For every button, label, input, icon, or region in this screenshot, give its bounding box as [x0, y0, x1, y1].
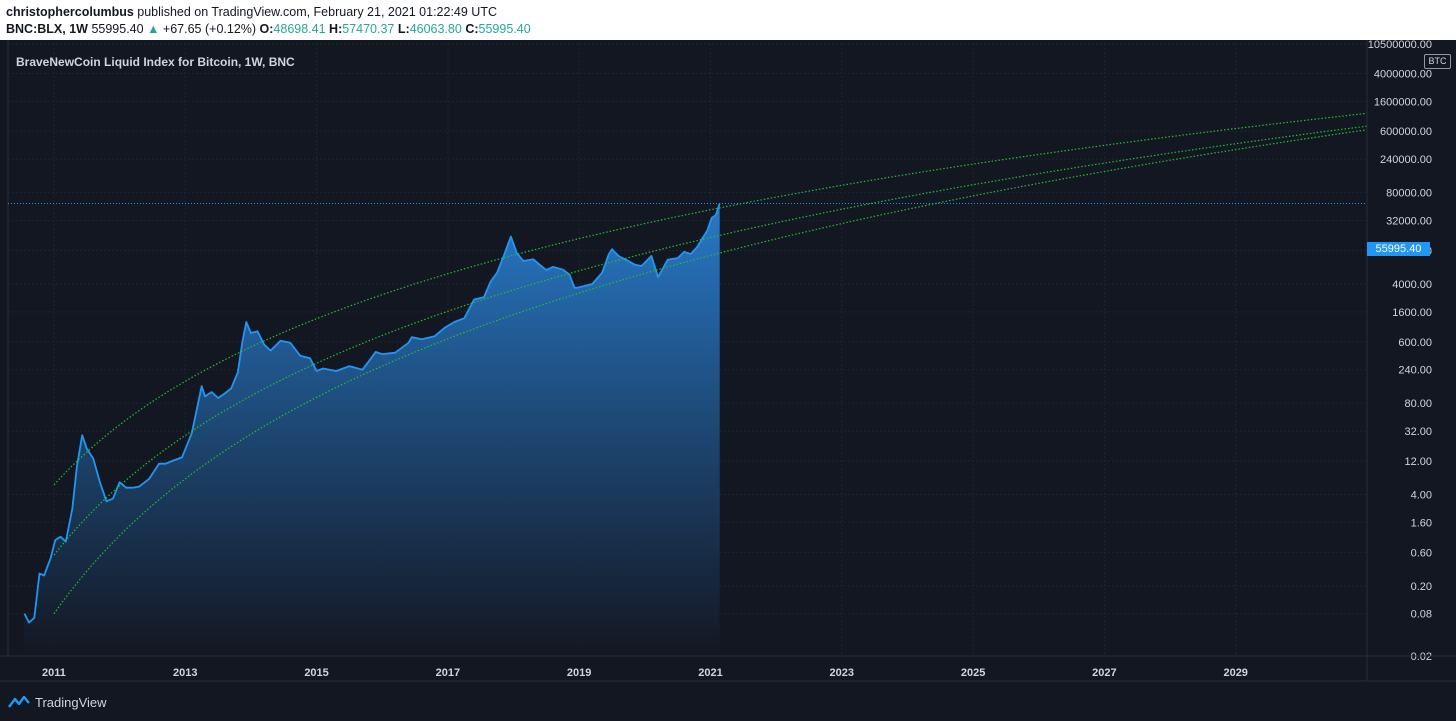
y-tick-label: 0.08	[1411, 609, 1432, 621]
y-tick-label: 0.60	[1411, 547, 1432, 559]
published-text: published on TradingView.com, February 2…	[137, 5, 497, 19]
y-tick-label: 10500000.00	[1368, 40, 1432, 51]
x-tick-label: 2027	[1092, 667, 1116, 679]
growth-curve	[53, 125, 1367, 556]
y-tick-label: 240000.00	[1380, 154, 1432, 166]
y-tick-label: 4000000.00	[1374, 68, 1432, 80]
curve-layer	[53, 112, 1367, 615]
close-label: C:	[465, 22, 479, 36]
currency-label: BTC	[1424, 54, 1451, 69]
last-price-tag: 55995.40	[1367, 242, 1430, 256]
x-tick-label: 2015	[304, 667, 328, 679]
x-tick-label: 2011	[42, 667, 66, 679]
low-value: 46063.80	[409, 22, 462, 36]
tradingview-logo-icon	[8, 695, 30, 708]
low-label: L:	[397, 22, 410, 36]
y-tick-label: 80000.00	[1386, 188, 1432, 200]
chart-title: BraveNewCoin Liquid Index for Bitcoin, 1…	[16, 55, 295, 69]
brand-name: TradingView	[35, 694, 107, 710]
y-tick-label: 1600000.00	[1374, 96, 1432, 108]
author-name[interactable]: christophercolumbus	[6, 5, 134, 19]
y-tick-label: 0.20	[1411, 581, 1432, 593]
y-tick-label: 4.00	[1411, 490, 1432, 502]
x-tick-label: 2013	[173, 667, 197, 679]
x-tick-label: 2029	[1223, 667, 1247, 679]
x-tick-label: 2025	[961, 667, 985, 679]
y-tick-label: 1600.00	[1392, 307, 1432, 319]
y-tick-label: 32000.00	[1386, 216, 1432, 228]
close-value: 55995.40	[478, 22, 531, 36]
open-label: O:	[259, 22, 274, 36]
price-area	[24, 203, 720, 656]
growth-curve	[53, 112, 1367, 486]
x-tick-label: 2021	[698, 667, 722, 679]
symbol-label: BNC:BLX, 1W	[6, 22, 88, 36]
y-tick-label: 0.02	[1411, 651, 1432, 663]
y-tick-label: 600000.00	[1380, 126, 1432, 138]
ohlc-legend: BNC:BLX, 1W 55995.40 ▲ +67.65 (+0.12%) O…	[6, 22, 531, 36]
y-tick-label: 32.00	[1404, 426, 1432, 438]
last-price: 55995.40	[91, 22, 144, 36]
high-label: H:	[329, 22, 343, 36]
high-value: 57470.37	[342, 22, 395, 36]
open-value: 48698.41	[273, 22, 326, 36]
x-tick-label: 2019	[567, 667, 591, 679]
y-tick-label: 4000.00	[1392, 279, 1432, 291]
axes: 10500000.00 4000000.00 1600000.00 600000.00…	[0, 40, 1456, 682]
y-tick-label: 12.00	[1404, 456, 1432, 468]
growth-curve	[53, 129, 1367, 615]
tradingview-brand[interactable]: TradingView	[8, 692, 107, 712]
publish-header: christophercolumbus published on Trading…	[0, 0, 1456, 40]
y-tick-label: 240.00	[1398, 365, 1432, 377]
y-tick-label: 600.00	[1398, 337, 1432, 349]
price-line	[23, 203, 721, 624]
up-triangle-icon: ▲	[147, 22, 160, 36]
y-tick-label: 80.00	[1404, 398, 1432, 410]
x-tick-label: 2017	[436, 667, 460, 679]
y-tick-label: 1.60	[1411, 517, 1432, 529]
x-tick-label: 2023	[830, 667, 854, 679]
price-chart[interactable]: 10500000.00 4000000.00 1600000.00 600000.00…	[0, 40, 1456, 721]
area-layer	[23, 203, 721, 656]
price-change: +67.65 (+0.12%)	[162, 22, 257, 36]
publish-info: christophercolumbus published on Trading…	[6, 5, 497, 19]
